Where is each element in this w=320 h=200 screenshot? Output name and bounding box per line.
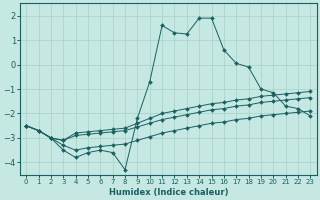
X-axis label: Humidex (Indice chaleur): Humidex (Indice chaleur) (108, 188, 228, 197)
